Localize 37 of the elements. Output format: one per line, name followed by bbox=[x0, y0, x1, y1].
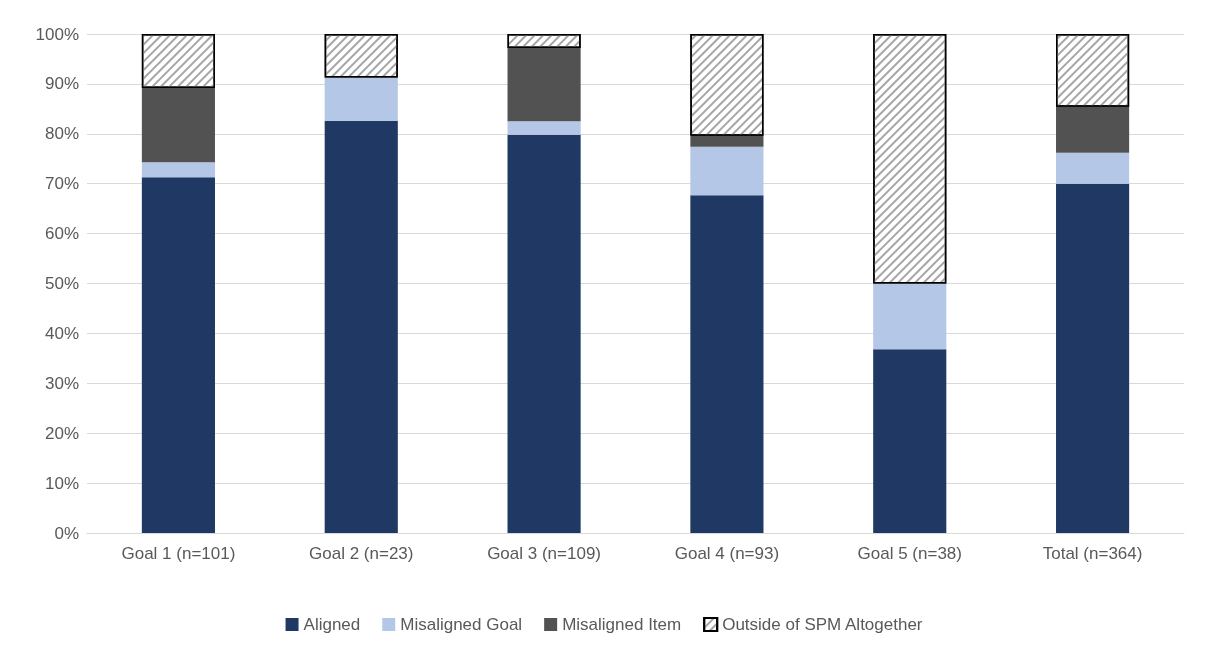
bar bbox=[873, 283, 947, 350]
y-tick-label: 30% bbox=[44, 373, 79, 393]
y-tick-label: 10% bbox=[44, 473, 79, 493]
y-tick-label: 80% bbox=[44, 124, 79, 144]
legend-label: Outside of SPM Altogether bbox=[722, 615, 923, 634]
x-tick-label: Goal 3 (n=109) bbox=[487, 544, 602, 563]
bar bbox=[141, 177, 215, 533]
bar bbox=[1056, 152, 1130, 184]
bar bbox=[141, 162, 215, 178]
bar bbox=[324, 120, 398, 533]
bar bbox=[873, 349, 947, 533]
y-tick-label: 70% bbox=[44, 174, 79, 194]
bar bbox=[690, 135, 764, 147]
x-tick-label: Goal 5 (n=38) bbox=[857, 544, 962, 563]
y-tick-label: 90% bbox=[44, 74, 79, 94]
y-tick-label: 20% bbox=[44, 423, 79, 443]
legend-label: Misaligned Goal bbox=[400, 615, 523, 634]
bar bbox=[141, 87, 215, 163]
legend-label: Aligned bbox=[303, 615, 361, 634]
x-tick-label: Goal 1 (n=101) bbox=[121, 544, 236, 563]
bar bbox=[690, 195, 764, 533]
y-tick-label: 60% bbox=[44, 224, 79, 244]
bar bbox=[507, 47, 581, 122]
x-tick-label: Goal 4 (n=93) bbox=[674, 544, 780, 563]
legend-label: Misaligned Item bbox=[562, 615, 682, 634]
bar bbox=[690, 146, 764, 196]
bar bbox=[1056, 106, 1130, 153]
y-tick-label: 50% bbox=[44, 274, 79, 293]
y-tick-label: 100% bbox=[35, 24, 79, 44]
y-tick-label: 0% bbox=[54, 523, 79, 543]
x-tick-label: Goal 2 (n=23) bbox=[309, 544, 414, 563]
y-tick-label: 40% bbox=[44, 323, 79, 343]
bar bbox=[1056, 183, 1130, 533]
bar bbox=[507, 121, 581, 135]
bar bbox=[324, 77, 398, 121]
x-tick-label: Total (n=364) bbox=[1042, 544, 1143, 563]
bar bbox=[507, 134, 581, 533]
